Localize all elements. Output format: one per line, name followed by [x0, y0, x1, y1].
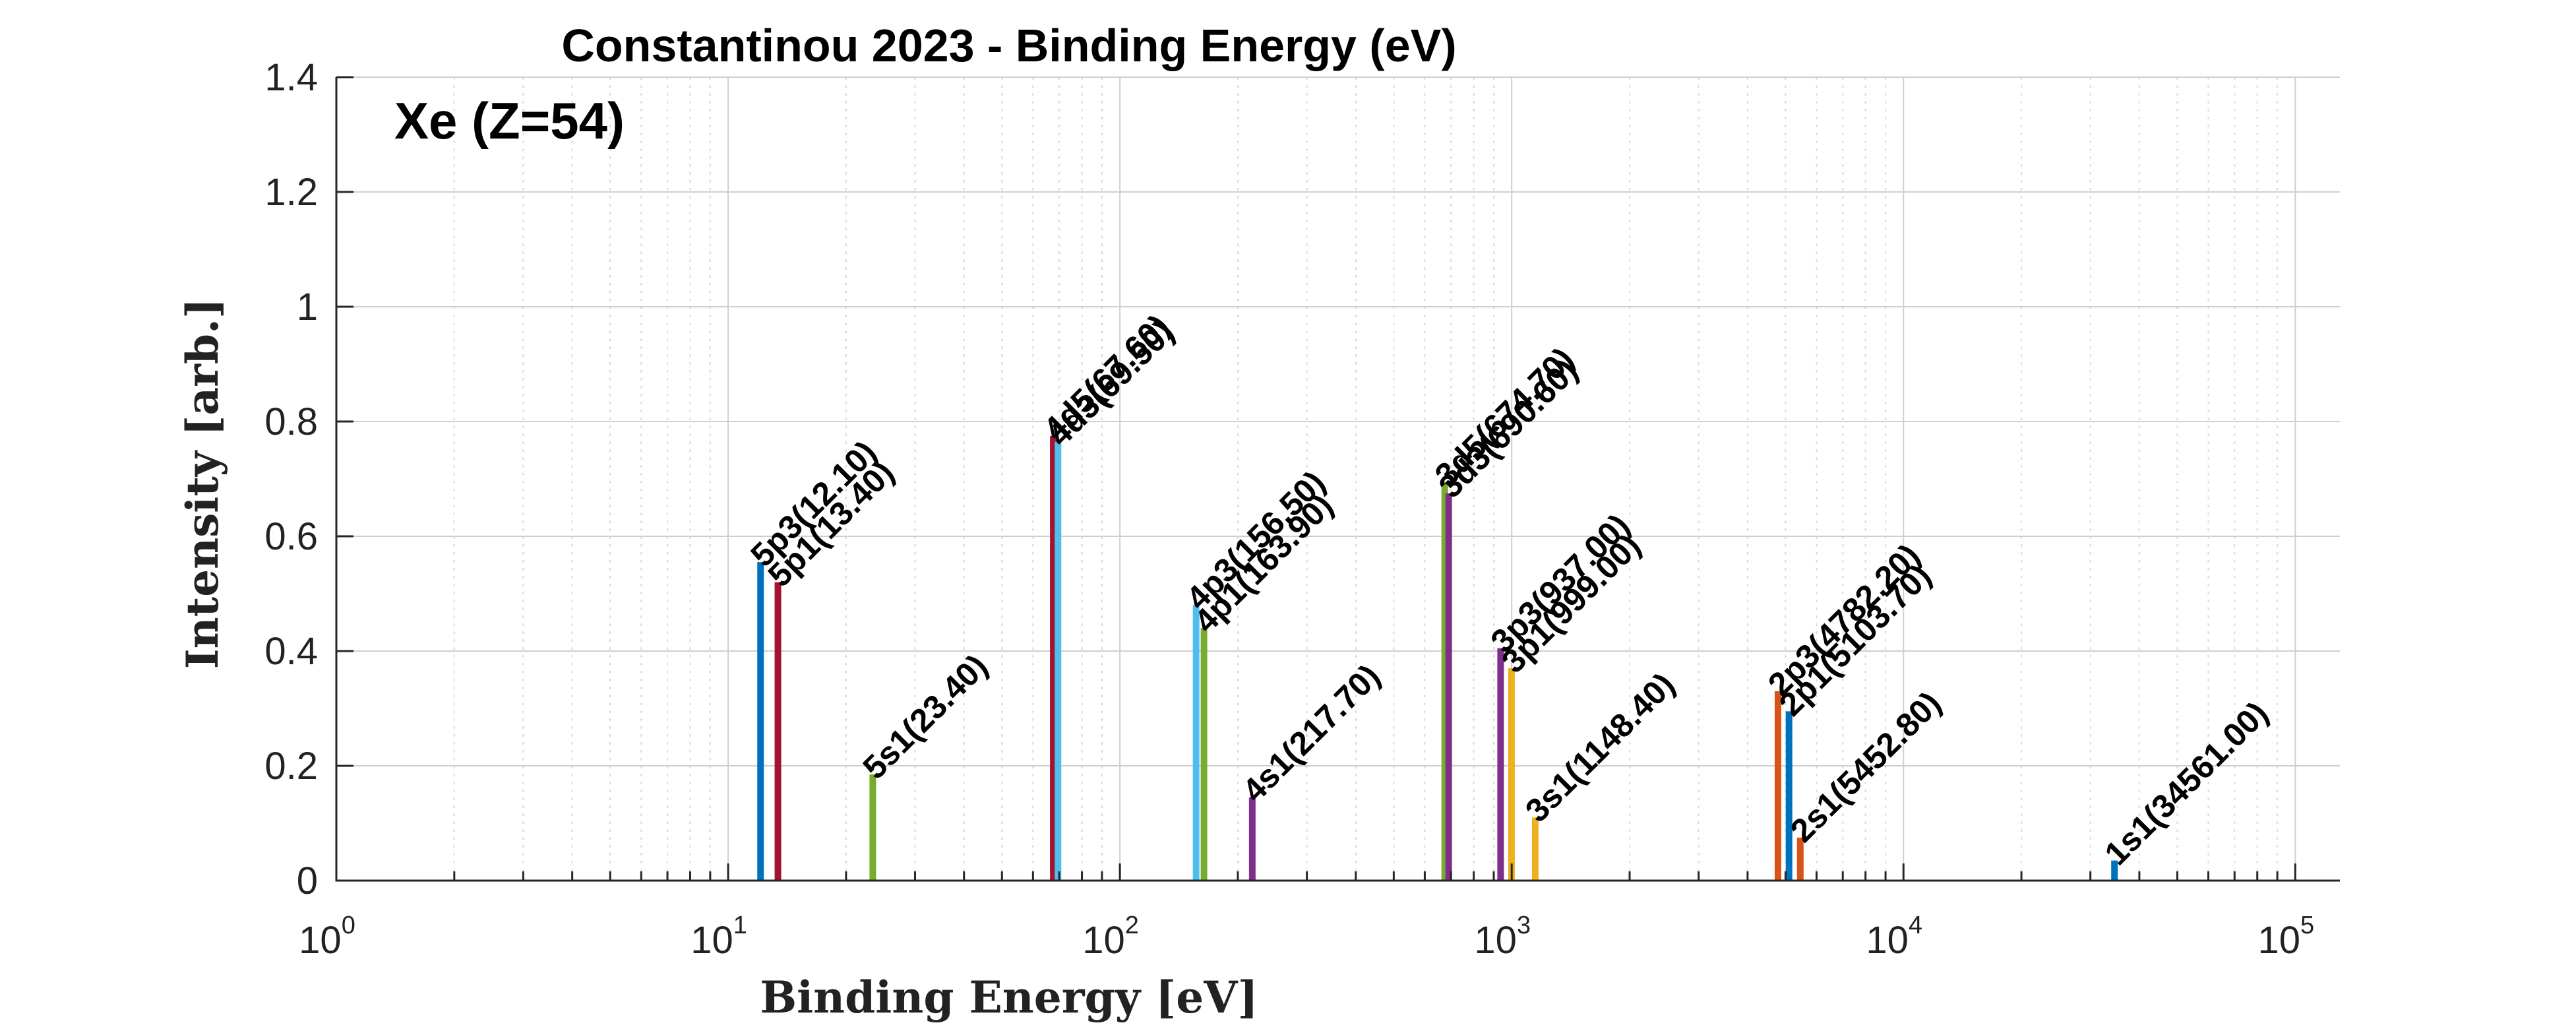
y-tick-label: 0.6: [264, 515, 318, 558]
axis-lines: [335, 77, 2340, 882]
x-tick-labels: 100 101 102 103 104 105: [299, 912, 2314, 962]
y-tick-labels: 0 0.2 0.4 0.6 0.8 1 1.2 1.4: [264, 56, 318, 902]
bar: [774, 582, 782, 881]
bar-label: 3s1(1148.40): [1518, 666, 1682, 829]
y-tick-label: 0: [297, 859, 318, 902]
bar: [1248, 797, 1256, 881]
element-annotation: Xe (Z=54): [394, 92, 625, 150]
bar-label: 4d3(69.50): [1041, 313, 1181, 454]
bar: [869, 774, 876, 881]
bar: [1441, 482, 1448, 881]
axes: [335, 76, 2340, 882]
x-tick-label: 102: [1082, 912, 1139, 962]
bar: [1055, 441, 1062, 881]
bar: [1445, 493, 1452, 881]
bar: [1796, 837, 1804, 881]
y-tick-label: 0.2: [264, 745, 318, 788]
y-tick-label: 0.4: [264, 630, 318, 673]
x-tick-label: 104: [1866, 912, 1922, 962]
grid: [336, 77, 2340, 881]
y-axis-label: Intensity [arb.]: [177, 298, 228, 669]
chart-title: Constantinou 2023 - Binding Energy (eV): [561, 20, 1456, 71]
bar: [1774, 691, 1781, 881]
bar: [757, 562, 764, 881]
bar-label: 1s1(34561.00): [2097, 695, 2275, 873]
bar: [2111, 860, 2118, 881]
bar: [1192, 605, 1200, 881]
x-tick-label: 103: [1474, 912, 1531, 962]
y-tick-label: 1: [297, 286, 318, 328]
bar-label: 4s1(217.70): [1235, 657, 1387, 809]
y-tick-label: 1.4: [264, 56, 318, 99]
x-tick-label: 105: [2257, 912, 2314, 962]
bar: [1508, 668, 1515, 881]
bar: [1200, 628, 1208, 881]
bar-label: 3d3(690.60): [1432, 352, 1585, 505]
x-axis-label: Binding Energy [eV]: [760, 972, 1258, 1023]
x-tick-label: 101: [690, 912, 747, 962]
y-tick-label: 1.2: [264, 171, 318, 214]
bar: [1497, 648, 1504, 881]
bar: [1050, 435, 1057, 881]
x-tick-label: 100: [299, 912, 355, 962]
y-tick-label: 0.8: [264, 400, 318, 443]
bar: [1531, 817, 1539, 881]
bar: [1785, 711, 1793, 881]
bars: [757, 435, 2118, 881]
